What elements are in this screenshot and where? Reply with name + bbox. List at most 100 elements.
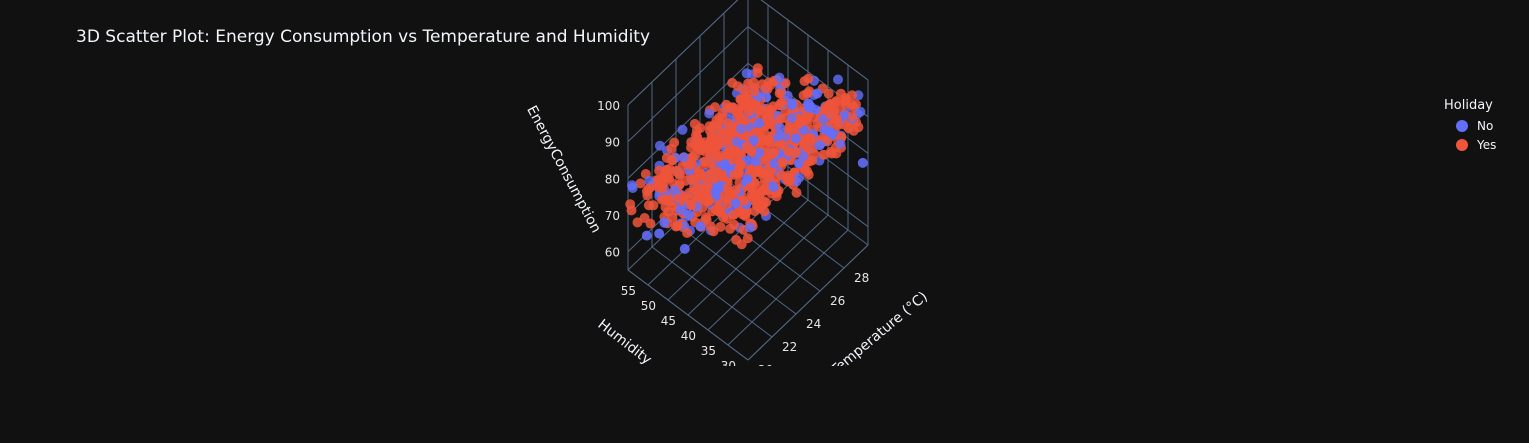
scatter-point-yes[interactable] bbox=[709, 173, 719, 184]
tick-labels: 60 70 80 90 100 30 35 40 45 50 55 20 22 24 26 28 bbox=[597, 99, 869, 373]
scatter-point-yes bbox=[799, 76, 810, 87]
scatter-point-yes bbox=[643, 200, 654, 211]
box-edge bbox=[627, 269, 749, 361]
scatter-point-yes bbox=[693, 137, 704, 148]
scatter-point-yes bbox=[750, 127, 761, 138]
box-edge bbox=[747, 244, 869, 361]
scatter-point-yes[interactable] bbox=[739, 195, 750, 206]
z-tick-label: 60 bbox=[605, 246, 620, 260]
scatter-point-yes bbox=[807, 155, 818, 166]
scatter-point-no[interactable] bbox=[819, 124, 830, 135]
y-tick-label: 30 bbox=[721, 359, 736, 373]
scatter-point-yes bbox=[847, 90, 858, 101]
scatter-point-no[interactable] bbox=[750, 156, 761, 167]
scatter-point-yes[interactable] bbox=[777, 157, 788, 168]
y-axis-title: Humidity bbox=[595, 317, 655, 369]
scatter-point-yes bbox=[695, 123, 706, 134]
scatter-point-no[interactable] bbox=[654, 228, 665, 239]
legend-label-no: No bbox=[1477, 118, 1494, 133]
scatter-point-no[interactable] bbox=[814, 140, 825, 151]
scatter-point-no[interactable] bbox=[857, 157, 868, 168]
scatter-point-yes bbox=[635, 178, 646, 189]
scatter-point-yes[interactable] bbox=[671, 221, 681, 232]
scatter-point-no[interactable] bbox=[774, 130, 785, 141]
scatter-point-yes bbox=[654, 165, 665, 176]
scatter-point-yes[interactable] bbox=[763, 134, 774, 145]
scatter-point-no[interactable] bbox=[793, 158, 804, 169]
scatter-point-yes[interactable] bbox=[825, 109, 836, 120]
scatter-point-yes[interactable] bbox=[769, 147, 779, 158]
scatter-point-yes bbox=[715, 221, 726, 232]
scatter-point-yes[interactable] bbox=[701, 181, 711, 191]
scatter-point-yes bbox=[752, 67, 763, 78]
scatter-point-no bbox=[644, 175, 655, 186]
scatter-point-yes bbox=[643, 183, 654, 194]
y-tick-label: 50 bbox=[641, 299, 656, 313]
scatter-point-no[interactable] bbox=[754, 118, 765, 129]
scatter-point-no[interactable] bbox=[791, 133, 801, 144]
scatter-point-yes bbox=[722, 198, 733, 209]
scatter-point-no[interactable] bbox=[748, 135, 759, 146]
scatter-point-no[interactable] bbox=[720, 159, 731, 170]
scatter-point-yes[interactable] bbox=[745, 182, 756, 193]
scatter-point-yes bbox=[735, 94, 746, 105]
scatter-point-no[interactable] bbox=[803, 102, 814, 113]
scatter-point-yes bbox=[764, 111, 775, 122]
scatter-point-yes bbox=[626, 205, 637, 216]
scatter-point-no bbox=[677, 124, 688, 135]
scatter-point-yes bbox=[713, 139, 724, 150]
grid-line bbox=[727, 229, 849, 346]
legend-item-no[interactable]: No bbox=[1444, 116, 1524, 135]
scatter-point-yes bbox=[704, 125, 715, 136]
scatter-point-yes[interactable] bbox=[818, 149, 829, 160]
scatter-point-no[interactable] bbox=[768, 182, 779, 192]
legend-item-yes[interactable]: Yes bbox=[1444, 135, 1524, 154]
scatter-point-no[interactable] bbox=[659, 217, 670, 228]
scatter-point-no bbox=[774, 122, 785, 133]
scatter-point-no[interactable] bbox=[812, 88, 823, 99]
scatter-point-yes bbox=[776, 97, 787, 108]
scatter-point-no bbox=[745, 222, 756, 233]
scatter-point-no bbox=[855, 106, 866, 117]
scatter-point-yes bbox=[784, 124, 795, 135]
scatter-point-yes[interactable] bbox=[805, 133, 816, 144]
scatter-point-yes[interactable] bbox=[735, 159, 746, 170]
scatter-point-no bbox=[818, 114, 829, 125]
scatter-point-yes bbox=[675, 169, 685, 180]
scatter-point-no[interactable] bbox=[695, 221, 706, 232]
scatter-point-yes[interactable] bbox=[730, 185, 741, 196]
scatter-point-yes[interactable] bbox=[791, 147, 801, 158]
y-tick-label: 40 bbox=[681, 329, 696, 343]
grid-line bbox=[687, 199, 809, 316]
scatter-point-no bbox=[833, 74, 843, 85]
scatter-point-no[interactable] bbox=[684, 209, 695, 220]
x-tick-label: 22 bbox=[782, 340, 797, 354]
chart-title: 3D Scatter Plot: Energy Consumption vs T… bbox=[76, 27, 651, 47]
scatter-point-yes bbox=[729, 219, 740, 230]
scatter-point-yes[interactable] bbox=[684, 194, 695, 205]
scatter-point-yes[interactable] bbox=[746, 145, 757, 156]
scatter-point-yes[interactable] bbox=[760, 169, 771, 180]
scatter-point-yes bbox=[722, 182, 733, 193]
scatter-point-yes bbox=[761, 197, 772, 208]
scatter-point-yes[interactable] bbox=[783, 146, 794, 157]
scatter-point-yes bbox=[711, 115, 722, 126]
scatter-point-yes bbox=[686, 174, 697, 185]
scatter-point-no bbox=[627, 180, 637, 191]
scatter-point-yes[interactable] bbox=[794, 118, 805, 129]
grid-line bbox=[627, 26, 749, 143]
scatter-point-no[interactable] bbox=[754, 147, 765, 158]
scatter-point-no bbox=[835, 138, 846, 149]
grid-line bbox=[627, 0, 739, 106]
scatter-point-no[interactable] bbox=[641, 230, 652, 241]
scatter-point-yes[interactable] bbox=[843, 123, 854, 134]
scatter-point-no[interactable] bbox=[679, 243, 690, 254]
scatter-point-yes bbox=[776, 169, 787, 180]
scatter-point-no[interactable] bbox=[730, 198, 741, 209]
scatter-point-yes bbox=[743, 106, 754, 117]
scatter-point-yes[interactable] bbox=[702, 196, 713, 207]
scatter-point-no[interactable] bbox=[710, 186, 721, 197]
scatter-point-yes[interactable] bbox=[729, 169, 740, 180]
scatter-point-yes bbox=[669, 137, 680, 148]
